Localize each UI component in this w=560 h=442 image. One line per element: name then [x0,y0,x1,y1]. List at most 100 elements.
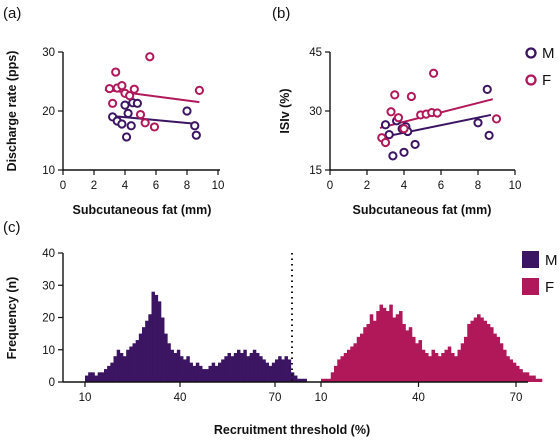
panel-c-bar-M [180,356,184,382]
panel-c-bar-F [470,320,475,382]
panel-c-bar-M [195,362,200,382]
panel-c-bar-M [221,359,225,382]
panel-c-bar-M [85,375,89,382]
panel-c-bar-M [100,372,105,382]
panel-c-bar-M [170,349,174,382]
panel-c-bar-M [192,365,197,382]
panel-c-bar-F [425,352,429,382]
legend-bottom-swatch-F [522,278,539,295]
panel-c-bar-F [386,311,390,382]
panel-c-bar-M [135,340,140,382]
panel-c-bar-F [389,304,393,382]
panel-c-bar-F [441,352,445,382]
panel-c-bar-F [516,365,520,382]
panel-a-point-F [194,85,204,95]
panel-a-y-axis-title: Discharge rate (pps) [5,51,19,172]
panel-a-point-F [140,118,150,128]
panel-c-bar-M [94,375,98,382]
panel-c-bar-F [457,349,462,382]
panel-a-x-tick-label: 10 [212,180,225,192]
panel-c-x-tick-label: 40 [174,392,187,404]
panel-c-x-tick-label: 70 [269,392,282,404]
panel-c-bar-F [366,323,371,382]
panel-c-bar-M [110,362,114,382]
panel-b-label: (b) [272,5,290,22]
panel-c-bar-M [167,343,171,382]
panel-b-x-tick-label: 6 [438,180,444,192]
panel-c-bar-F [324,378,328,382]
panel-c-bar-M [259,356,263,382]
panel-c-bar-F [499,343,504,382]
panel-c-bar-F [486,323,491,382]
panel-c-bar-F [379,304,384,382]
panel-c-bar-F [350,346,354,382]
panel-b-x-tick-label: 10 [509,180,522,192]
panel-c-bar-F [464,336,468,382]
panel-c-bar-M [246,356,250,382]
panel-a-point-M [190,121,200,131]
panel-a-point-F [108,98,118,108]
panel-c-bar-F [538,378,543,382]
panel-c-bar-M [189,362,193,382]
panel-c-bar-F [408,327,413,382]
panel-c-y-tick-label: 0 [49,377,55,389]
panel-c-bar-M [243,349,247,382]
panel-c-bar-F [327,378,332,382]
legend-bottom-label-M: M [545,252,558,269]
panel-c-bar-F [376,311,380,382]
legend-bottom-swatch-M [522,251,539,268]
panel-a-point-F [104,83,115,94]
panel-a-point-M [126,121,136,131]
panel-c-x-tick-label: 10 [315,392,328,404]
panel-c-x-tick-label: 40 [412,392,425,404]
panel-a-x-tick-label: 2 [91,180,97,192]
legend-bottom-label-F: F [545,279,554,296]
panel-c-bar-F [447,346,452,382]
panel-c-bar-M [237,349,241,382]
panel-a-point-F [145,52,155,62]
panel-c-bar-M [126,349,130,382]
panel-c-bar-M [202,369,206,382]
panel-a-point-F [135,109,146,120]
panel-c-bar-M [214,365,219,382]
panel-c-y-tick-label: 40 [42,248,55,260]
panel-c-bar-F [392,317,397,382]
panel-c-bar-M [287,359,292,382]
panel-c-bar-F [399,311,403,382]
panel-c-bar-M [256,352,260,382]
panel-c-x-tick-label: 70 [510,392,523,404]
panel-c-bar-F [431,349,436,382]
legend-top-marker-M [525,47,537,59]
panel-b-ticks: 0 2 4 6 8 10 15 30 45 [309,47,521,192]
panel-a-plot-area [104,52,204,142]
panel-c-bar-M [218,362,222,382]
panel-c-bar-F [402,323,406,382]
panel-b-plot-area [377,68,502,161]
panel-c-bar-M [142,327,146,382]
panel-c-bar-M [300,378,304,382]
panel-b-y-tick-label: 45 [309,47,322,59]
panel-c-bar-M [129,346,133,382]
panel-c-y-tick-label: 10 [42,345,55,357]
panel-c-bar-M [208,365,212,382]
panel-c-label: (c) [3,219,21,236]
panel-c-bar-F [360,333,364,382]
legend-top-marker-F [525,74,537,86]
panel-c-x-axis-title: Recruitment threshold (%) [214,423,370,437]
panel-c-bar-M [284,356,288,382]
panel-c-bar-M [145,320,149,382]
panel-c-bar-M [119,352,124,382]
panel-c-bar-F [395,314,400,382]
panel-c-bar-M [186,356,190,382]
panel-b-point-F [386,107,396,117]
panel-c-bar-F [532,375,536,382]
panel-a-point-F [125,91,135,101]
panel-a-point-F [129,84,139,94]
panel-c-bar-F [343,352,348,382]
panel-c-bar-F [373,320,377,382]
panel-c-bar-F [444,349,449,382]
panel-c-bar-F [415,343,419,382]
panel-c-bar-M [157,301,162,382]
